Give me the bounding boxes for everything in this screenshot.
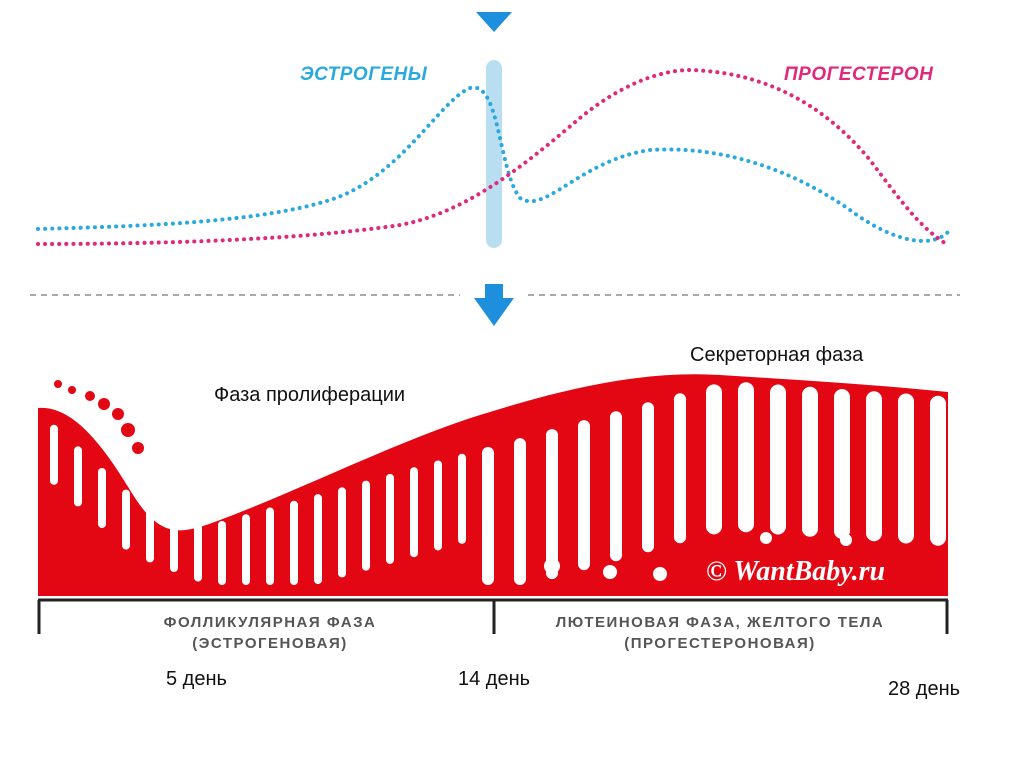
shed-fragment bbox=[132, 442, 144, 454]
gland bbox=[642, 402, 654, 553]
shed-fragment bbox=[112, 408, 124, 420]
follicular-phase-title: ФОЛЛИКУЛЯРНАЯ ФАЗА bbox=[163, 614, 377, 631]
gland bbox=[170, 512, 178, 572]
proliferation-phase-label: Фаза пролиферации bbox=[214, 384, 406, 406]
gland bbox=[74, 446, 82, 507]
gland bbox=[290, 500, 298, 585]
gland bbox=[482, 447, 494, 585]
endometrial-glands bbox=[50, 380, 946, 585]
gland bbox=[802, 386, 818, 537]
gland bbox=[338, 487, 346, 578]
gland bbox=[578, 420, 590, 571]
gland bbox=[514, 438, 526, 585]
gland bbox=[738, 382, 754, 533]
shed-fragment bbox=[54, 380, 62, 388]
follicular-phase-subtitle: (ЭСТРОГЕНОВАЯ) bbox=[192, 635, 348, 652]
progesterone-curve bbox=[36, 67, 950, 247]
gland bbox=[314, 494, 322, 585]
day-5-label: 5 день bbox=[166, 668, 227, 690]
gland bbox=[122, 489, 130, 550]
luteal-phase-subtitle: (ПРОГЕСТЕРОНОВАЯ) bbox=[624, 635, 816, 652]
gland bbox=[610, 411, 622, 562]
luteal-phase-title: ЛЮТЕИНОВАЯ ФАЗА, ЖЕЛТОГО ТЕЛА bbox=[555, 614, 885, 631]
gland bbox=[98, 468, 106, 528]
gland bbox=[50, 424, 58, 485]
shed-fragment bbox=[85, 391, 95, 401]
gland-fragment bbox=[653, 567, 667, 581]
gland bbox=[770, 384, 786, 535]
phase-bracket bbox=[37, 598, 949, 634]
gland bbox=[434, 460, 442, 551]
gland bbox=[386, 473, 394, 564]
progesterone-label: ПРОГЕСТЕРОН bbox=[784, 64, 934, 85]
gland-fragment bbox=[603, 565, 617, 579]
estrogen-label: ЭСТРОГЕНЫ bbox=[300, 64, 428, 85]
gland bbox=[362, 480, 370, 571]
gland bbox=[706, 384, 722, 535]
ovulation-marker bbox=[486, 60, 502, 248]
day-28-label: 28 день bbox=[888, 678, 961, 700]
shed-fragment bbox=[121, 423, 135, 437]
gland bbox=[674, 393, 686, 544]
estrogen-curve bbox=[36, 85, 950, 243]
gland bbox=[898, 393, 914, 544]
gland bbox=[242, 514, 250, 585]
gland bbox=[834, 388, 850, 539]
middle-arrow-icon bbox=[474, 284, 514, 326]
gland bbox=[146, 502, 154, 563]
gland bbox=[866, 391, 882, 542]
gland-fragment bbox=[544, 558, 560, 574]
secretory-phase-label: Секреторная фаза bbox=[690, 344, 864, 366]
gland bbox=[546, 429, 558, 580]
top-arrow-icon bbox=[476, 12, 512, 32]
shed-fragment bbox=[98, 398, 110, 410]
shed-fragment bbox=[68, 386, 76, 394]
gland bbox=[930, 395, 946, 546]
gland-fragment bbox=[760, 532, 772, 544]
luteal-phase-caption: ЛЮТЕИНОВАЯ ФАЗА, ЖЕЛТОГО ТЕЛА (ПРОГЕСТЕР… bbox=[500, 612, 940, 654]
gland-fragment bbox=[840, 534, 852, 546]
gland bbox=[194, 521, 202, 582]
gland bbox=[266, 507, 274, 585]
gland bbox=[458, 453, 466, 544]
gland bbox=[410, 467, 418, 558]
day-14-label: 14 день bbox=[458, 668, 531, 690]
follicular-phase-caption: ФОЛЛИКУЛЯРНАЯ ФАЗА (ЭСТРОГЕНОВАЯ) bbox=[60, 612, 480, 654]
watermark: © WantBaby.ru bbox=[706, 556, 886, 587]
gland bbox=[218, 520, 226, 585]
